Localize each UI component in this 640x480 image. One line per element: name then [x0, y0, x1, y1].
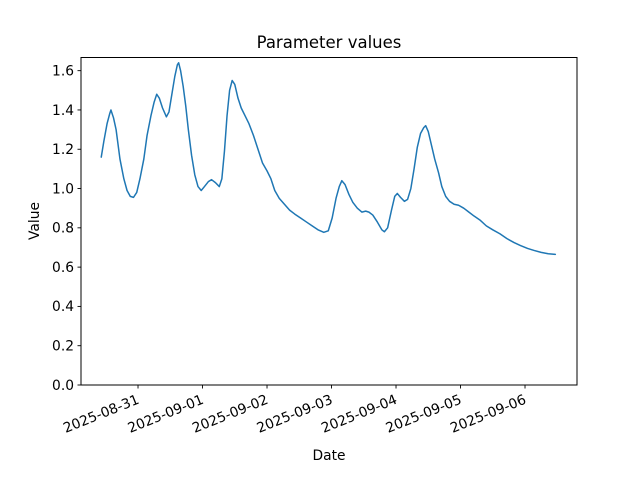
y-tick-label: 0.8 [52, 221, 74, 237]
y-tick-label: 1.0 [52, 181, 74, 197]
x-axis-label: Date [312, 448, 346, 464]
chart-title: Parameter values [256, 33, 402, 52]
y-tick-label: 1.2 [52, 142, 74, 158]
y-tick-label: 0.2 [52, 339, 74, 355]
y-tick-label: 1.4 [52, 103, 74, 119]
plot-border [80, 57, 578, 386]
y-tick-label: 0.0 [52, 378, 74, 394]
y-axis-label: Value [27, 202, 43, 240]
y-tick-label: 1.6 [52, 63, 74, 79]
y-tick-label: 0.4 [52, 299, 74, 315]
y-tick-label: 0.6 [52, 260, 74, 276]
data-line [100, 62, 557, 256]
